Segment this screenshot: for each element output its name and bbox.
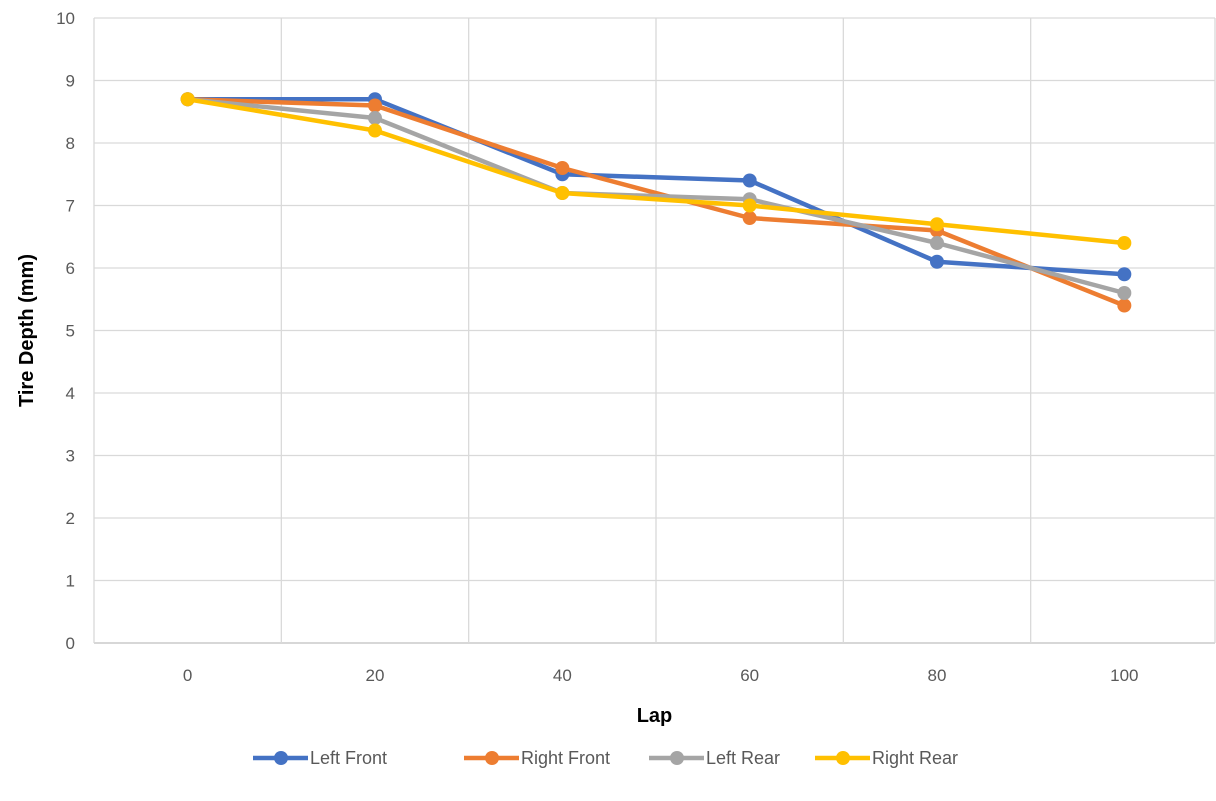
legend-swatch-marker (836, 751, 850, 765)
data-point (555, 161, 570, 175)
data-point (1117, 267, 1132, 282)
data-point (1117, 286, 1132, 300)
data-point (742, 198, 757, 213)
x-tick-labels: 0 20 40 60 80 100 (183, 666, 1139, 685)
data-point (368, 123, 382, 138)
legend-label: Right Rear (872, 748, 958, 768)
data-point (1117, 236, 1132, 250)
legend-item: Left Rear (649, 748, 780, 768)
legend-swatch-marker (485, 751, 499, 765)
x-tick-label: 40 (553, 666, 572, 685)
data-point (180, 92, 195, 107)
series-line-3 (185, 97, 1127, 296)
series-line-1 (185, 97, 1127, 277)
y-tick-label: 7 (66, 197, 75, 216)
y-tick-label: 2 (66, 509, 75, 528)
y-tick-label: 4 (66, 384, 75, 403)
y-tick-label: 10 (56, 9, 75, 28)
x-tick-label: 100 (1110, 666, 1138, 685)
data-point (555, 186, 570, 200)
data-point (1117, 298, 1132, 313)
legend-swatch-marker (670, 751, 684, 765)
grid-lines (93, 17, 1216, 644)
data-point (368, 98, 382, 113)
data-point (930, 236, 944, 250)
x-tick-label: 60 (740, 666, 759, 685)
y-tick-labels: 0 1 2 3 4 5 6 7 8 9 10 (56, 9, 75, 653)
series-lines (180, 92, 1132, 313)
data-point (742, 211, 757, 225)
legend: Left Front Right Front Left Rear Right Rear (253, 748, 958, 768)
legend-item: Right Front (464, 748, 610, 768)
x-tick-label: 80 (928, 666, 947, 685)
data-point (930, 254, 944, 269)
series-line-4 (185, 97, 1127, 246)
x-tick-label: 0 (183, 666, 192, 685)
y-axis-title: Tire Depth (mm) (16, 254, 38, 407)
legend-label: Left Rear (706, 748, 780, 768)
legend-label: Left Front (310, 748, 387, 768)
y-tick-label: 3 (66, 447, 75, 466)
legend-item: Left Front (253, 748, 387, 768)
y-tick-label: 1 (66, 572, 75, 591)
x-axis-title: Lap (637, 705, 673, 727)
y-tick-label: 9 (66, 72, 75, 91)
y-tick-label: 6 (66, 259, 75, 278)
y-tick-label: 0 (66, 634, 75, 653)
x-tick-label: 20 (366, 666, 385, 685)
legend-swatch-marker (274, 751, 288, 765)
legend-item: Right Rear (815, 748, 958, 768)
y-tick-label: 5 (66, 322, 75, 341)
data-point (742, 173, 757, 188)
series-line-2 (185, 97, 1127, 308)
legend-label: Right Front (521, 748, 610, 768)
y-tick-label: 8 (66, 134, 75, 153)
data-point (368, 111, 382, 125)
data-point (930, 217, 944, 232)
